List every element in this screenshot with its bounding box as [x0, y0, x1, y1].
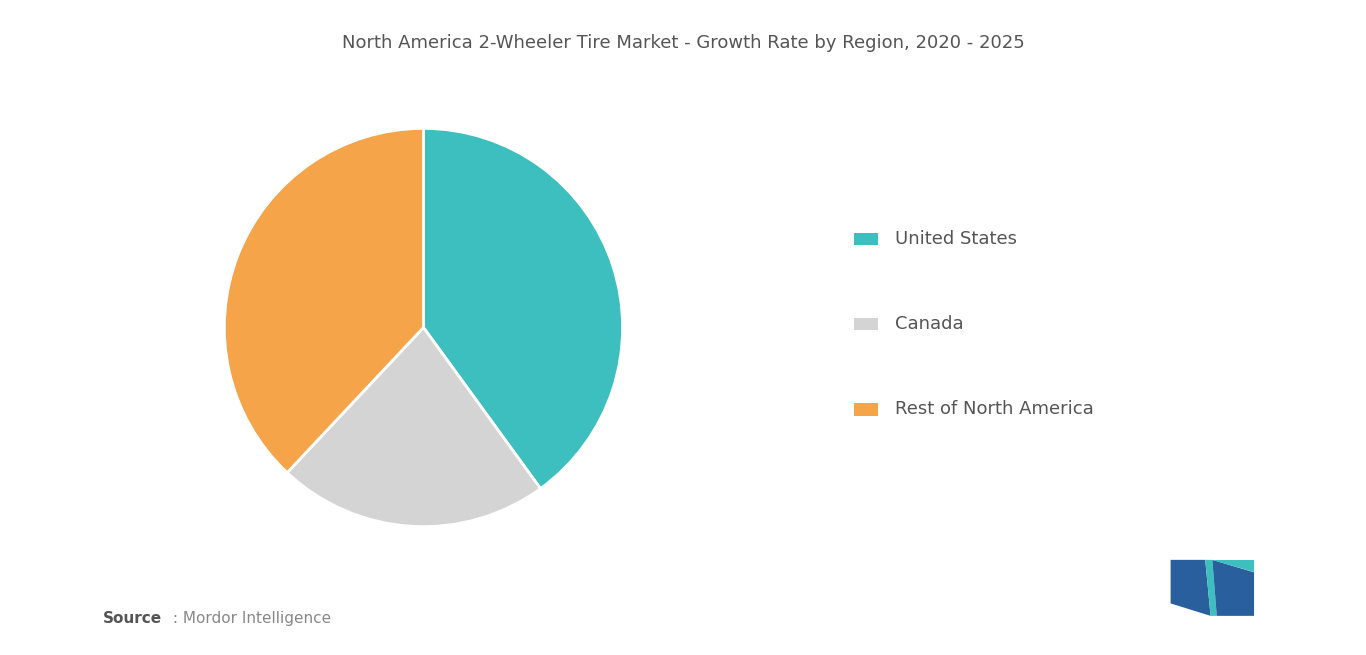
Polygon shape: [1171, 560, 1210, 616]
Wedge shape: [224, 128, 423, 473]
Polygon shape: [1213, 560, 1254, 572]
Wedge shape: [287, 328, 541, 527]
Text: Canada: Canada: [895, 315, 963, 333]
Text: : Mordor Intelligence: : Mordor Intelligence: [168, 612, 331, 626]
Wedge shape: [423, 128, 623, 489]
Text: Rest of North America: Rest of North America: [895, 400, 1093, 419]
Polygon shape: [1205, 560, 1217, 616]
Text: North America 2-Wheeler Tire Market - Growth Rate by Region, 2020 - 2025: North America 2-Wheeler Tire Market - Gr…: [342, 33, 1024, 52]
Text: United States: United States: [895, 230, 1016, 248]
Text: Source: Source: [102, 612, 161, 626]
Polygon shape: [1213, 560, 1254, 616]
